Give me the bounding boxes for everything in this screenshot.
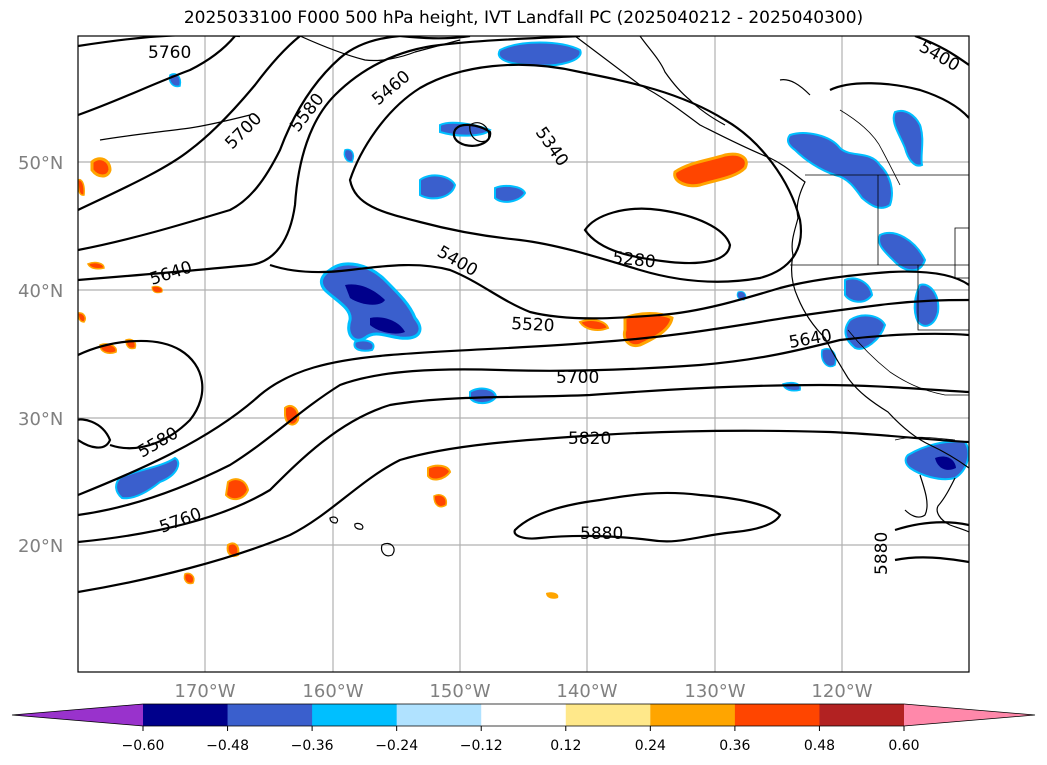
- lon-label: 160°W: [302, 681, 363, 702]
- lat-label: 20°N: [18, 536, 63, 557]
- lon-label: 170°W: [174, 681, 235, 702]
- map-frame: [77, 35, 970, 673]
- colorbar-segment: [396, 704, 482, 726]
- contour-label: 5700: [556, 368, 599, 388]
- colorbar-tick-label: −0.24: [375, 738, 418, 754]
- political-borders: [790, 109, 969, 441]
- lat-label: 40°N: [18, 281, 63, 302]
- colorbar-extend-min: [12, 704, 143, 726]
- colorbar-tick-label: 0.24: [635, 738, 666, 754]
- contour-label: 5760: [148, 43, 191, 63]
- colorbar-tick-label: 0.12: [550, 738, 581, 754]
- map-title: 2025033100 F000 500 hPa height, IVT Land…: [183, 8, 864, 28]
- lon-label: 120°W: [811, 681, 872, 702]
- colorbar-tick-label: −0.48: [206, 738, 249, 754]
- lat-label: 50°N: [18, 153, 63, 174]
- longitude-labels: 170°W 160°W 150°W 140°W 130°W 120°W: [174, 681, 872, 702]
- colorbar-segment: [565, 704, 651, 726]
- colorbar-segment: [481, 704, 567, 726]
- colorbar-segment: [312, 704, 398, 726]
- lon-label: 130°W: [684, 681, 745, 702]
- colorbar-segment: [734, 704, 820, 726]
- colorbar-tick-label: −0.60: [122, 738, 165, 754]
- contour-label: 5880: [872, 532, 892, 575]
- contour-label: 5880: [580, 524, 623, 544]
- colorbar-segment: [650, 704, 736, 726]
- ivt-positive-areas: [78, 152, 748, 599]
- colorbar-extend-max: [904, 704, 1035, 726]
- colorbar-segment: [227, 704, 313, 726]
- contour-label: 5520: [511, 314, 555, 336]
- contour-label: 5820: [568, 429, 611, 449]
- colorbar-segment: [143, 704, 229, 726]
- height-contours: [78, 36, 969, 594]
- ivt-negative-areas: [115, 41, 969, 500]
- lon-label: 140°W: [556, 681, 617, 702]
- colorbar-tick-label: 0.60: [888, 738, 919, 754]
- colorbar-tick-label: −0.12: [460, 738, 503, 754]
- colorbar-tick-label: 0.48: [804, 738, 835, 754]
- latitude-labels: 50°N 40°N 30°N 20°N: [18, 153, 63, 557]
- contour-label: 5280: [611, 248, 656, 272]
- lat-label: 30°N: [18, 409, 63, 430]
- colorbar-tick-label: −0.36: [291, 738, 334, 754]
- colorbar-tick-label: 0.36: [719, 738, 750, 754]
- colorbar-segment: [819, 704, 905, 726]
- colorbar: −0.60 −0.48 −0.36 −0.24 −0.12 0.12 0.24 0.36 0.4…: [11, 703, 1036, 754]
- lon-label: 150°W: [429, 681, 490, 702]
